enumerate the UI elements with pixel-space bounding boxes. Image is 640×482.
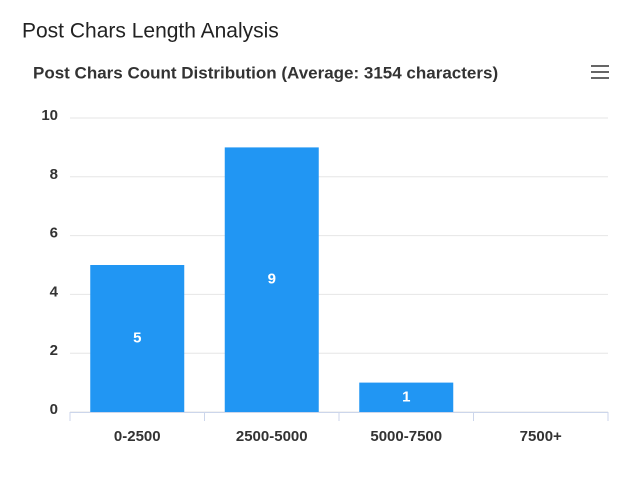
chart-title: Post Chars Count Distribution (Average: … <box>33 63 498 82</box>
data-label: 5 <box>133 329 141 346</box>
x-tick-label: 5000-7500 <box>370 428 442 445</box>
bar <box>224 147 319 412</box>
data-label: 1 <box>402 388 410 405</box>
y-tick-label: 4 <box>50 283 59 300</box>
y-tick-label: 0 <box>50 401 58 418</box>
x-tick-label: 2500-5000 <box>236 428 308 445</box>
menu-icon[interactable] <box>591 65 609 79</box>
y-tick-label: 8 <box>50 166 58 183</box>
page-heading: Post Chars Length Analysis <box>22 20 279 43</box>
bar <box>359 382 454 412</box>
y-tick-label: 6 <box>50 225 58 242</box>
bar <box>90 265 185 412</box>
y-tick-label: 10 <box>41 107 58 124</box>
data-label: 9 <box>268 271 276 288</box>
y-tick-label: 2 <box>50 342 58 359</box>
x-tick-label: 0-2500 <box>114 428 161 445</box>
x-tick-label: 7500+ <box>520 428 562 445</box>
